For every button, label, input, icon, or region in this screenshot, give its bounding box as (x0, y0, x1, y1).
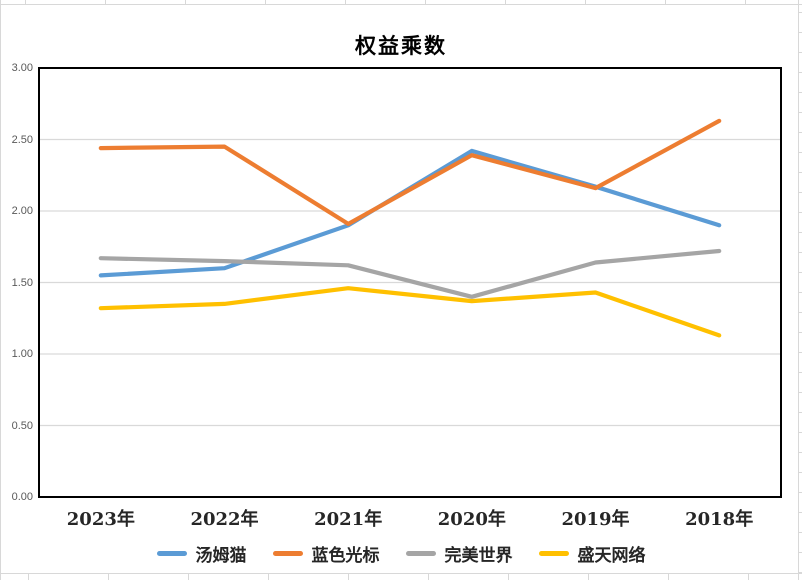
sheet-gridline (798, 332, 802, 333)
sheet-gridline (798, 352, 802, 353)
sheet-gridline (798, 152, 802, 153)
sheet-gridline (745, 0, 746, 4)
sheet-gridline (798, 292, 802, 293)
y-tick-label: 3.00 (11, 62, 33, 74)
sheet-gridline (798, 0, 799, 580)
sheet-gridline (798, 172, 802, 173)
sheet-gridline (25, 0, 26, 4)
y-tick-label: 2.00 (11, 205, 33, 217)
legend-item-2[interactable]: 完美世界 (405, 541, 513, 566)
sheet-gridline (798, 452, 802, 453)
legend-marker-icon (272, 551, 303, 556)
legend-label: 盛天网络 (577, 546, 646, 566)
sheet-gridline (798, 492, 802, 493)
sheet-gridline (798, 432, 802, 433)
legend-marker-icon (538, 551, 569, 556)
series-line-3[interactable] (98, 286, 722, 338)
sheet-gridline (798, 392, 802, 393)
sheet-gridline (348, 574, 349, 580)
legend-item-0[interactable]: 汤姆猫 (156, 541, 247, 566)
sheet-gridline (585, 0, 586, 4)
sheet-gridline (798, 92, 802, 93)
sheet-gridline (798, 552, 802, 553)
legend-label: 汤姆猫 (195, 546, 247, 566)
sheet-gridline (798, 232, 802, 233)
x-axis-label: 2023年 (66, 509, 135, 530)
x-axis-label: 2020年 (437, 509, 506, 530)
plot-area-border (38, 67, 782, 498)
sheet-gridline (798, 252, 802, 253)
sheet-gridline (748, 574, 749, 580)
sheet-gridline (28, 574, 29, 580)
y-tick-label: 0.50 (11, 419, 33, 432)
legend-label: 蓝色光标 (311, 546, 380, 566)
sheet-gridline (798, 12, 802, 13)
sheet-gridline (508, 574, 509, 580)
sheet-gridline (268, 574, 269, 580)
sheet-gridline (188, 574, 189, 580)
sheet-gridline (798, 32, 802, 33)
y-tick-label: 1.00 (11, 348, 33, 360)
sheet-gridline (505, 0, 506, 4)
legend-marker-icon (156, 551, 187, 556)
chart-title: 权益乘数 (355, 33, 447, 58)
sheet-gridline (798, 132, 802, 133)
sheet-gridline (185, 0, 186, 4)
y-tick-label: 2.50 (11, 133, 33, 146)
x-axis-label: 2022年 (190, 509, 259, 530)
y-tick-label: 0.00 (11, 491, 33, 503)
sheet-gridline (428, 574, 429, 580)
sheet-gridline (798, 512, 802, 513)
sheet-gridline (108, 574, 109, 580)
sheet-gridline (0, 573, 802, 574)
series-line-2[interactable] (98, 248, 722, 299)
sheet-gridline (665, 0, 666, 4)
chart-legend: 汤姆猫 蓝色光标 完美世界 盛天网络 (0, 541, 802, 566)
sheet-gridline (798, 192, 802, 193)
sheet-gridline (798, 472, 802, 473)
legend-marker-icon (405, 551, 436, 556)
sheet-gridline (798, 532, 802, 533)
sheet-gridline (265, 0, 266, 4)
sheet-gridline (0, 4, 802, 5)
sheet-gridline (798, 372, 802, 373)
sheet-gridline (425, 0, 426, 4)
sheet-gridline (0, 0, 1, 580)
chart-canvas[interactable]: 权益乘数 (2, 5, 797, 573)
x-axis-label: 2019年 (561, 509, 630, 530)
sheet-gridline (798, 112, 802, 113)
sheet-gridline (798, 412, 802, 413)
sheet-gridline (798, 212, 802, 213)
legend-label: 完美世界 (444, 546, 513, 566)
legend-item-3[interactable]: 盛天网络 (538, 541, 646, 566)
sheet-gridline (798, 572, 802, 573)
legend-item-1[interactable]: 蓝色光标 (272, 541, 380, 566)
sheet-gridline (105, 0, 106, 4)
x-axis-label: 2021年 (314, 509, 383, 530)
sheet-gridline (798, 52, 802, 53)
sheet-gridline (588, 574, 589, 580)
sheet-gridline (798, 72, 802, 73)
sheet-gridline (345, 0, 346, 4)
sheet-gridline (668, 574, 669, 580)
x-axis-label: 2018年 (685, 509, 754, 530)
sheet-gridline (798, 312, 802, 313)
y-tick-label: 1.50 (11, 276, 33, 289)
series-line-1[interactable] (98, 118, 722, 226)
sheet-gridline (798, 272, 802, 273)
